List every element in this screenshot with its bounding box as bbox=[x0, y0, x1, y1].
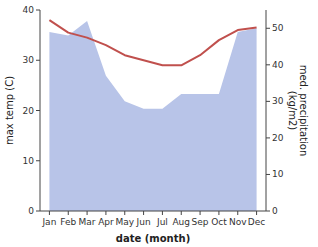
y2-tick-label: 40 bbox=[272, 60, 284, 70]
y2-tick bbox=[266, 64, 270, 65]
x-tick bbox=[162, 211, 163, 215]
x-tick-label: Jan bbox=[41, 217, 56, 227]
y2-axis-label-line: med. precipitation bbox=[298, 65, 309, 157]
y2-tick bbox=[266, 28, 270, 29]
x-axis-label: date (month) bbox=[116, 233, 190, 244]
y2-tick-label: 30 bbox=[272, 96, 284, 106]
x-tick-label: May bbox=[115, 217, 134, 227]
area bbox=[49, 21, 256, 211]
x-tick-label: Aug bbox=[172, 217, 190, 227]
x-tick bbox=[124, 211, 125, 215]
x-tick bbox=[237, 211, 238, 215]
x-tick bbox=[200, 211, 201, 215]
y-axis-label: max temp (C) bbox=[4, 76, 15, 145]
x-tick-label: Mar bbox=[79, 217, 96, 227]
line bbox=[49, 20, 256, 65]
x-tick-label: Jun bbox=[136, 217, 151, 227]
y-tick bbox=[36, 160, 40, 161]
x-tick bbox=[68, 211, 69, 215]
y2-axis-label: med. precipitation(kg/m2) bbox=[287, 65, 310, 157]
y-tick-label: 0 bbox=[28, 206, 34, 216]
y2-tick-label: 20 bbox=[272, 133, 284, 143]
y2-axis-line bbox=[266, 10, 267, 211]
y2-tick bbox=[266, 101, 270, 102]
y-tick bbox=[36, 60, 40, 61]
x-tick-label: Sep bbox=[192, 217, 209, 227]
x-tick bbox=[218, 211, 219, 215]
x-tick bbox=[143, 211, 144, 215]
y-tick-label: 40 bbox=[23, 5, 35, 15]
x-tick-label: Feb bbox=[60, 217, 76, 227]
y-tick-label: 20 bbox=[23, 106, 35, 116]
y-tick-label: 10 bbox=[23, 156, 35, 166]
y2-tick-label: 50 bbox=[272, 23, 284, 33]
y-tick bbox=[36, 211, 40, 212]
x-tick-label: Jul bbox=[156, 217, 168, 227]
y2-axis-label-line: (kg/m2) bbox=[287, 91, 298, 131]
x-tick bbox=[181, 211, 182, 215]
x-tick-label: Oct bbox=[211, 217, 227, 227]
x-tick-label: Dec bbox=[248, 217, 265, 227]
y-tick-label: 30 bbox=[23, 55, 35, 65]
x-tick bbox=[105, 211, 106, 215]
x-tick-label: Nov bbox=[229, 217, 247, 227]
chart-container: Jan FebMarAprMayJun Jul AugSepOctNovDec 0 10 2… bbox=[0, 0, 318, 247]
y2-tick-label: 0 bbox=[272, 206, 278, 216]
x-tick-label: Apr bbox=[98, 217, 114, 227]
x-tick bbox=[49, 211, 50, 215]
plot-area bbox=[49, 20, 256, 211]
chart-svg: Jan FebMarAprMayJun Jul AugSepOctNovDec 0 10 2… bbox=[0, 0, 318, 247]
y-tick bbox=[36, 110, 40, 111]
y2-tick bbox=[266, 137, 270, 138]
y-tick bbox=[36, 10, 40, 11]
x-tick bbox=[87, 211, 88, 215]
y2-tick bbox=[266, 211, 270, 212]
x-tick bbox=[256, 211, 257, 215]
y2-tick bbox=[266, 174, 270, 175]
y2-tick-label: 10 bbox=[272, 169, 284, 179]
x-axis-line bbox=[40, 211, 266, 212]
